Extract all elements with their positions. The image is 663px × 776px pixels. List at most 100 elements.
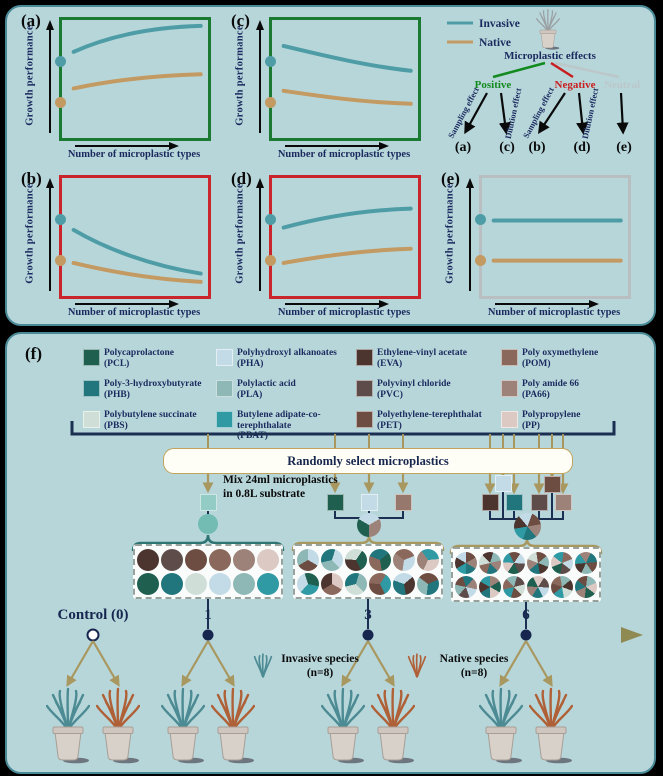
three-type-circle <box>321 572 343 595</box>
hypotheses-panel: (a) Growth performance Number of micropl… <box>5 5 656 326</box>
color-swatch <box>216 349 233 366</box>
single-type-treatments-box <box>133 544 283 599</box>
dilution-effect-label-negative: Dilution effect <box>580 87 601 140</box>
mp-name: Polylactic acid <box>237 379 296 389</box>
six-mix-square <box>481 493 499 511</box>
triple-mix-square <box>394 493 412 511</box>
mix-note: Mix 24ml microplastics in 0.8L substrate <box>223 474 338 500</box>
native-start-dot <box>265 254 276 266</box>
mp-name: Polybutylene succinate <box>104 410 197 420</box>
triple-mix-pie <box>357 513 381 537</box>
single-type-circle <box>137 572 159 595</box>
single-type-circle <box>233 548 255 571</box>
mp-name: Butylene adipate-co-terephthalate <box>237 410 321 431</box>
invasive-potted-plant <box>321 686 365 764</box>
six-mix-square <box>530 493 548 511</box>
native-grass-icon <box>407 652 427 678</box>
color-swatch <box>216 411 233 428</box>
positive-label: Positive <box>475 79 512 91</box>
invasive-legend-label: Invasive <box>479 18 520 30</box>
invasive-start-dot <box>55 214 66 226</box>
color-swatch <box>216 380 233 397</box>
three-type-circle <box>297 548 319 571</box>
six-type-circle <box>575 551 597 574</box>
six-type-treatments-box <box>451 547 601 602</box>
mp-abbr: (PHA) <box>237 358 264 369</box>
six-mix-square <box>505 493 523 511</box>
single-type-circle <box>161 572 183 595</box>
legend-item-pp: Polypropylene (PP) <box>501 410 631 441</box>
x-axis-arrow <box>495 300 599 308</box>
panel-letter: (e) <box>441 169 460 188</box>
six-type-circle <box>551 575 573 598</box>
tick-6: 6 <box>522 607 530 623</box>
native-potted-plant <box>96 686 140 764</box>
legend-item-pet: Polyethylene-terephthalat (PET) <box>356 410 501 441</box>
legend-item-pbs: Polybutylene succinate (PBS) <box>83 410 216 441</box>
six-mix-square <box>554 493 572 511</box>
y-axis-arrow <box>46 20 54 133</box>
x-axis-label: Number of microplastic types <box>277 149 411 160</box>
native-start-dot <box>55 96 66 108</box>
legend-bracket <box>70 421 616 436</box>
invasive-start-dot <box>475 214 486 226</box>
six-type-circle <box>503 575 525 598</box>
legend-item-pcl: Polycaprolactone (PCL) <box>83 348 216 379</box>
invasive-start-dot <box>265 56 276 68</box>
plot-box <box>475 175 631 299</box>
single-type-circle <box>185 572 207 595</box>
single-type-circle <box>257 548 279 571</box>
panel-letter: (b) <box>21 169 42 188</box>
invasive-species-caption: Invasive species (n=8) <box>253 652 363 681</box>
single-type-circle <box>209 548 231 571</box>
x-axis-arrow <box>75 300 179 308</box>
svg-text:(a): (a) <box>455 140 472 155</box>
x-axis-arrow <box>285 300 389 308</box>
svg-text:(b): (b) <box>528 140 545 155</box>
x-axis-label: Number of microplastic types <box>487 307 621 318</box>
trend-curves <box>272 20 418 138</box>
plot-box <box>265 175 421 299</box>
mp-abbr: (EVA) <box>377 358 403 369</box>
legend-item-eva: Ethylene-vinyl acetate (EVA) <box>356 348 501 379</box>
native-legend-label: Native <box>479 37 511 49</box>
panel-letter: (d) <box>231 169 252 188</box>
y-axis-label: Growth performance <box>234 25 246 126</box>
positive-branch-line <box>492 61 546 79</box>
mp-name: Polyhydroxyl alkanoates <box>237 348 337 358</box>
svg-text:(c): (c) <box>499 140 515 155</box>
conceptual-plot-b: (b) Growth performance Number of micropl… <box>15 167 225 321</box>
treatment-to-timeline-lines <box>207 599 527 629</box>
six-type-circle <box>503 551 525 574</box>
mp-abbr: (PCL) <box>104 358 130 369</box>
six-mix-pie <box>513 512 541 540</box>
flow-target-letters: (a) (c) (b) (d) (e) <box>455 140 632 155</box>
negative-branch-line <box>550 61 574 79</box>
mp-abbr: (PET) <box>377 420 402 431</box>
six-type-circle <box>455 575 477 598</box>
y-axis-arrow <box>256 20 264 133</box>
mp-abbr: (PHB) <box>104 389 130 400</box>
marker-3 <box>362 629 374 641</box>
plot-box <box>55 175 211 299</box>
six-mix-square <box>494 474 512 492</box>
experiment-design-panel: (f) Polycaprolactone (PCL) Poly-3-hydroxyb… <box>5 332 656 774</box>
single-type-circle <box>137 548 159 571</box>
effect-arrows <box>464 92 629 135</box>
three-type-circle <box>393 548 415 571</box>
y-axis-label: Growth performance <box>24 25 36 126</box>
triple-mix-square <box>326 493 344 511</box>
panel-f-label: (f) <box>25 344 42 363</box>
plot-box <box>265 17 421 141</box>
mp-name: Poly oxymethylene <box>522 348 599 358</box>
flow-title: Microplastic effects <box>504 50 596 62</box>
conceptual-plot-c: (c) Growth performance Number of micropl… <box>225 9 435 163</box>
mp-abbr: (PA66) <box>522 389 550 400</box>
six-type-circle <box>455 551 477 574</box>
color-swatch <box>501 349 518 366</box>
mp-name: Polycaprolactone <box>104 348 175 358</box>
legend-item-pbat: Butylene adipate-co-terephthalate (PBAT) <box>216 410 356 441</box>
marker-6 <box>520 629 532 641</box>
mp-name: Polyvinyl chloride <box>377 379 451 389</box>
legend-item-pom: Poly oxymethylene (POM) <box>501 348 631 379</box>
